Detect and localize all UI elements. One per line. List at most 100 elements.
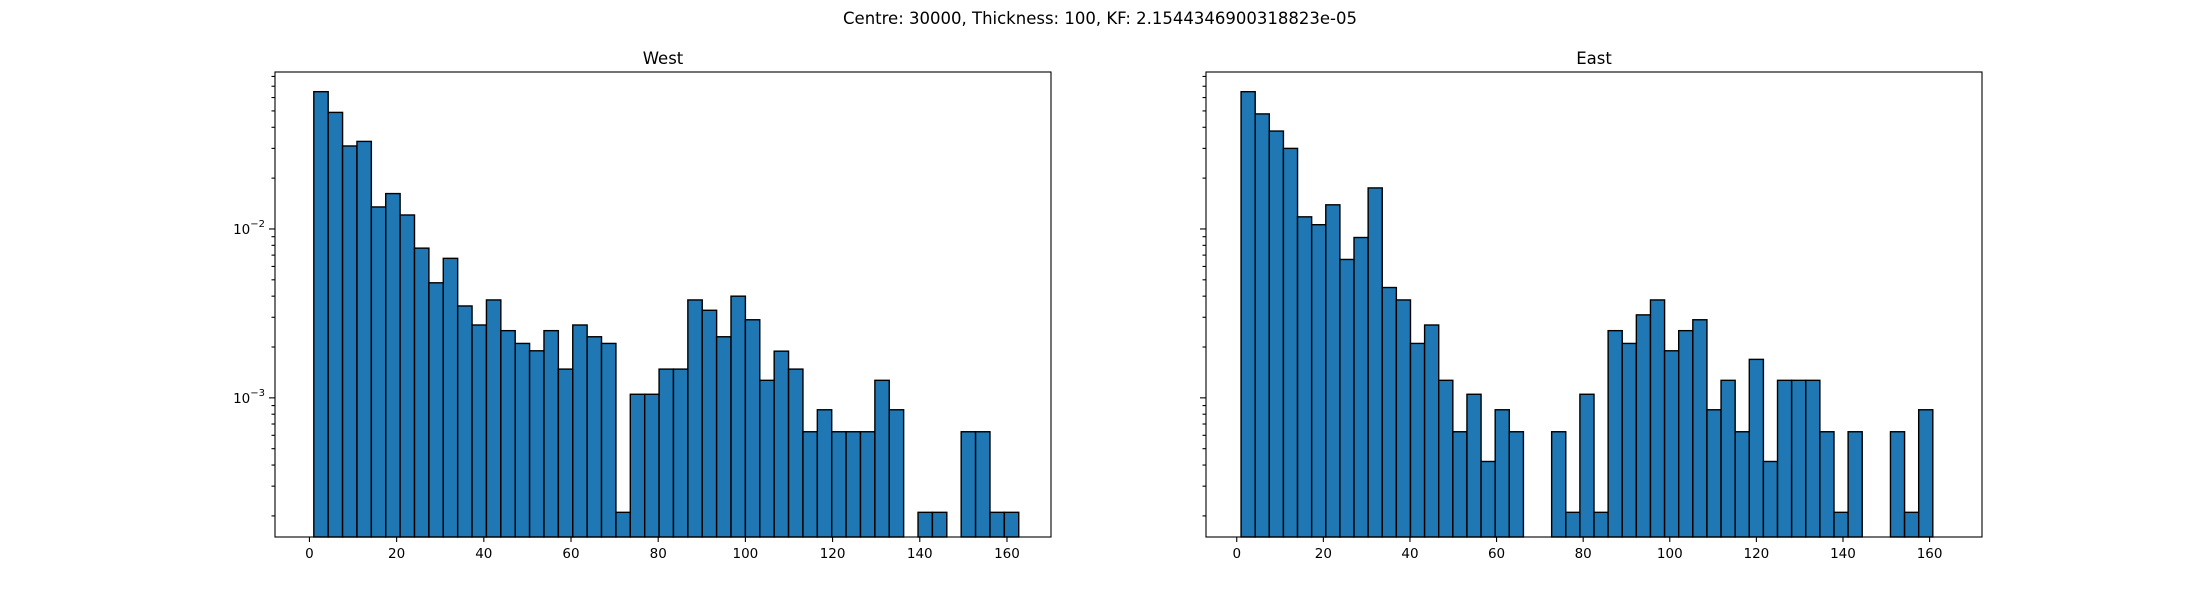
- west-bar: [643, 393, 660, 538]
- west-x-axis-ticks: 0 20 40 60 80 100 120 140 160: [305, 537, 1020, 562]
- west-bar: [543, 329, 560, 538]
- east-bar: [1917, 409, 1934, 538]
- east-x-tick-label: 60: [1488, 546, 1505, 562]
- east-panel-title: East: [1576, 49, 1612, 68]
- west-y-axis-ticks: 10−2 10−3: [233, 75, 275, 517]
- east-x-tick-label: 120: [1743, 546, 1769, 562]
- west-bar: [759, 379, 775, 538]
- east-x-tick-label: 40: [1401, 546, 1418, 562]
- west-bar: [859, 431, 876, 538]
- east-bar: [1593, 511, 1609, 538]
- west-bar: [917, 511, 934, 538]
- east-bar: [1677, 329, 1694, 538]
- east-bar: [1438, 379, 1454, 538]
- figure-suptitle: Centre: 30000, Thickness: 100, KF: 2.154…: [843, 9, 1357, 28]
- west-bar: [931, 511, 948, 538]
- west-bars: [313, 90, 1020, 538]
- west-bar: [428, 282, 444, 538]
- east-bar: [1339, 258, 1355, 538]
- west-bar: [514, 342, 531, 538]
- east-bar: [1268, 130, 1285, 538]
- east-bar: [1550, 431, 1567, 538]
- west-bar: [327, 111, 344, 538]
- west-bar: [600, 342, 617, 538]
- west-x-tick-label: 120: [820, 546, 846, 562]
- west-bar: [356, 140, 373, 538]
- west-bar: [730, 295, 747, 538]
- east-bar: [1762, 460, 1779, 538]
- west-bar: [586, 336, 603, 538]
- east-bar: [1720, 379, 1736, 538]
- west-y-tick-label: 10−2: [233, 219, 265, 238]
- east-bar: [1494, 409, 1511, 538]
- west-x-tick-label: 40: [475, 546, 492, 562]
- west-bar: [385, 192, 401, 538]
- east-axes-frame: [1205, 71, 1983, 538]
- west-bar: [715, 336, 732, 538]
- east-bar: [1367, 187, 1383, 538]
- east-bar: [1692, 319, 1708, 538]
- west-x-tick-label: 20: [388, 546, 405, 562]
- west-x-tick-label: 0: [305, 546, 314, 562]
- east-bar: [1847, 431, 1863, 538]
- west-bar: [557, 368, 574, 538]
- east-histogram-panel: East 0 20 40 60 80 100 120 140 160: [1200, 49, 1983, 562]
- east-bar: [1466, 393, 1482, 538]
- east-bar: [1508, 431, 1525, 538]
- west-bar: [629, 393, 646, 538]
- east-bar: [1748, 358, 1765, 538]
- east-bar: [1649, 299, 1666, 538]
- west-bar: [672, 368, 689, 538]
- east-bar: [1790, 379, 1807, 538]
- east-bar: [1254, 113, 1271, 538]
- west-bar: [874, 379, 890, 538]
- east-bar: [1282, 147, 1299, 538]
- east-x-tick-label: 20: [1315, 546, 1332, 562]
- west-bar: [615, 511, 632, 538]
- east-bar: [1325, 204, 1341, 538]
- east-bar: [1381, 286, 1398, 538]
- west-bar: [816, 409, 833, 538]
- east-bar: [1395, 299, 1412, 538]
- west-bar: [744, 319, 761, 538]
- west-bar: [1003, 511, 1020, 538]
- east-bar: [1889, 431, 1906, 538]
- east-bar: [1635, 314, 1652, 538]
- west-x-tick-label: 80: [650, 546, 667, 562]
- west-bar: [787, 368, 804, 538]
- east-bar: [1734, 431, 1750, 538]
- east-bar: [1833, 511, 1849, 538]
- west-bar: [687, 299, 703, 538]
- west-bar: [960, 431, 977, 538]
- west-bar: [802, 431, 819, 538]
- east-bar: [1310, 223, 1327, 538]
- west-bar: [456, 305, 473, 538]
- east-bar: [1240, 90, 1256, 538]
- east-bar: [1776, 379, 1793, 538]
- west-bar: [528, 350, 545, 538]
- west-x-tick-label: 160: [994, 546, 1020, 562]
- east-bar: [1565, 511, 1581, 538]
- west-bar: [413, 247, 430, 538]
- west-y-tick-label: 10−3: [233, 388, 265, 407]
- west-bar: [313, 90, 329, 538]
- west-bar: [399, 214, 416, 538]
- west-bar: [989, 511, 1006, 538]
- west-bar: [831, 431, 847, 538]
- east-bar: [1621, 342, 1638, 538]
- east-bar: [1296, 216, 1313, 538]
- west-bar: [658, 368, 675, 538]
- west-bar: [773, 350, 790, 538]
- west-bar: [845, 431, 862, 538]
- west-bar: [442, 257, 459, 538]
- west-bar: [974, 431, 991, 538]
- east-bar: [1607, 329, 1623, 538]
- east-bar: [1409, 342, 1426, 538]
- east-bar: [1452, 431, 1468, 538]
- east-bar: [1579, 393, 1595, 538]
- east-bar: [1423, 324, 1440, 538]
- east-x-tick-label: 140: [1830, 546, 1856, 562]
- east-bar: [1903, 511, 1920, 538]
- east-x-tick-label: 80: [1575, 546, 1592, 562]
